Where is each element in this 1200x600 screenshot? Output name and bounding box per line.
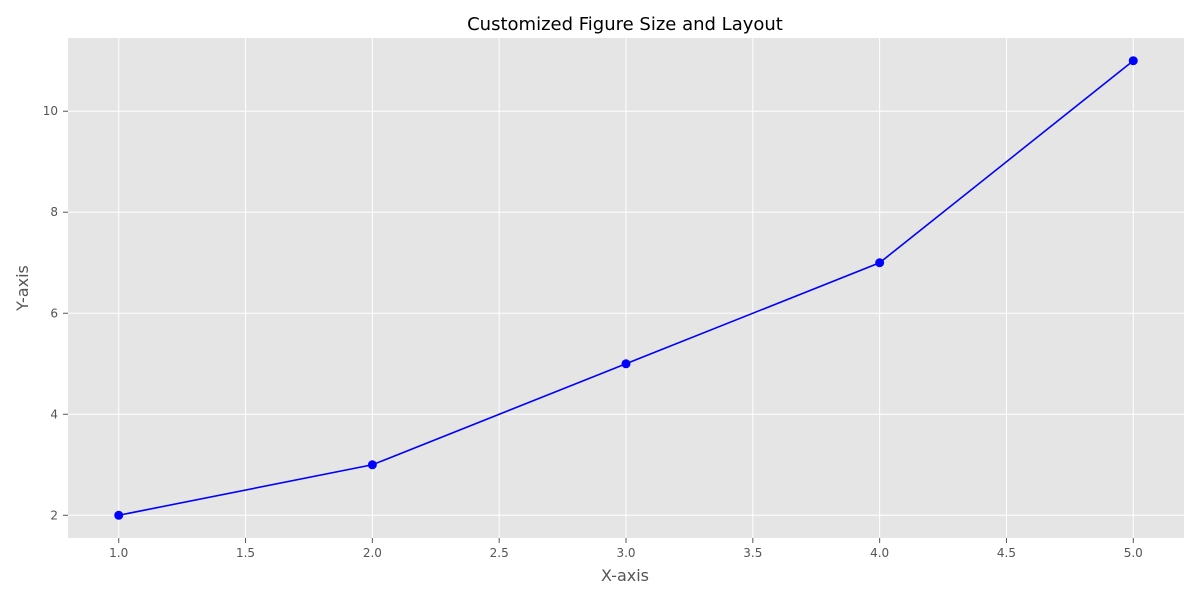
y-tick-label: 4 bbox=[50, 407, 58, 421]
x-tick-label: 4.0 bbox=[870, 546, 889, 560]
chart-title: Customized Figure Size and Layout bbox=[467, 14, 783, 35]
y-tick-label: 8 bbox=[50, 205, 58, 219]
y-tick-label: 10 bbox=[43, 104, 58, 118]
data-point bbox=[367, 460, 377, 470]
x-tick-label: 1.5 bbox=[236, 546, 255, 560]
grid bbox=[68, 38, 1184, 538]
x-axis-label: X-axis bbox=[601, 566, 649, 585]
data-point bbox=[114, 510, 124, 520]
data-point bbox=[621, 359, 631, 369]
x-tick-label: 5.0 bbox=[1124, 546, 1143, 560]
y-tick-label: 6 bbox=[50, 306, 58, 320]
x-tick-label: 4.5 bbox=[997, 546, 1016, 560]
data-point bbox=[1128, 56, 1138, 66]
x-ticks: 1.0 1.5 2.0 2.5 3.0 3.5 4.0 4.5 5.0 bbox=[109, 538, 1143, 560]
y-axis-label: Y-axis bbox=[13, 265, 32, 312]
y-ticks: 2 4 6 8 10 bbox=[43, 104, 68, 522]
data-point bbox=[875, 258, 885, 268]
series bbox=[114, 56, 1138, 520]
x-tick-label: 3.0 bbox=[616, 546, 635, 560]
x-tick-label: 1.0 bbox=[109, 546, 128, 560]
x-tick-label: 3.5 bbox=[743, 546, 762, 560]
x-tick-label: 2.0 bbox=[363, 546, 382, 560]
y-tick-label: 2 bbox=[50, 508, 58, 522]
x-tick-label: 2.5 bbox=[490, 546, 509, 560]
